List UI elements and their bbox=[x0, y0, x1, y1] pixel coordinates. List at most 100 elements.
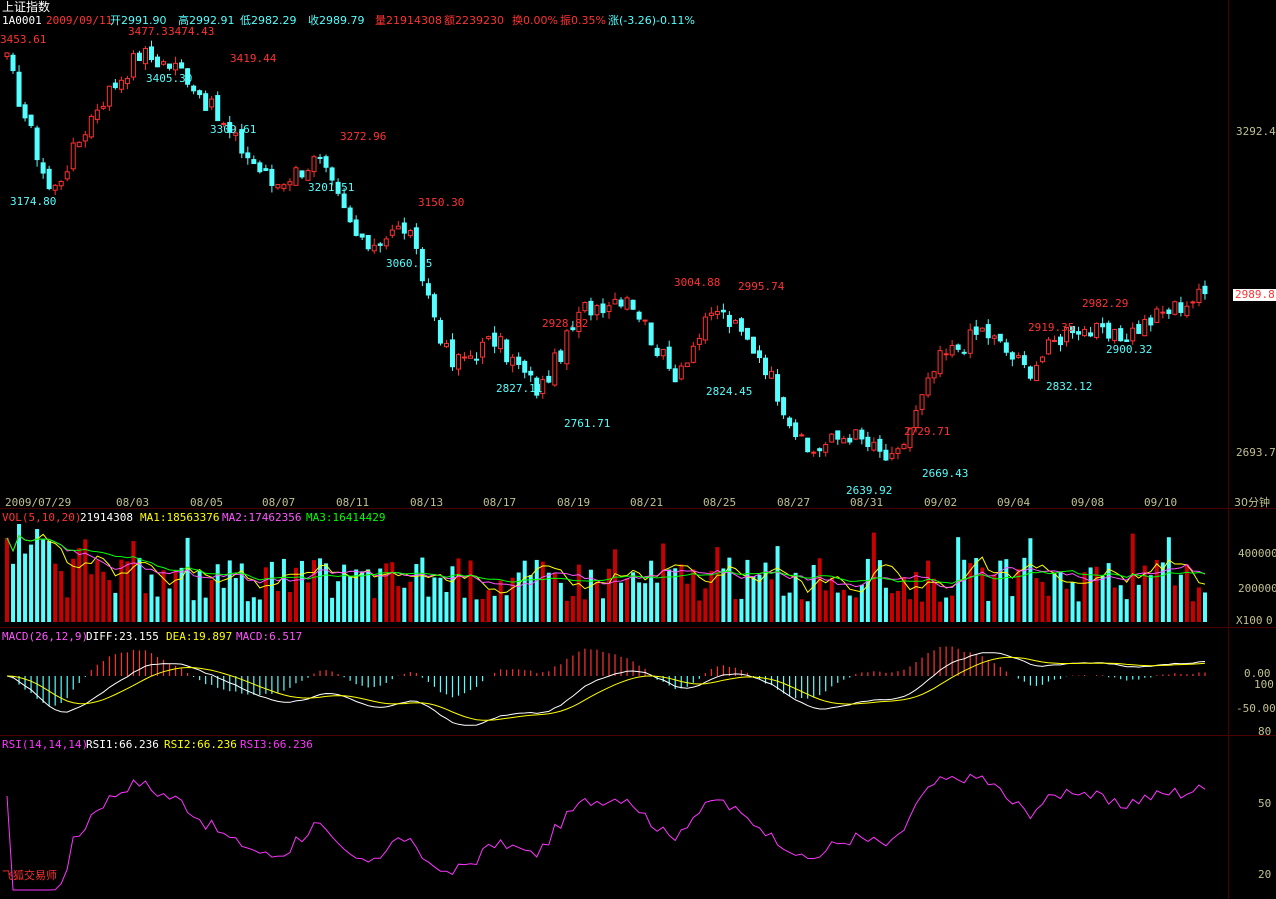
candle-up bbox=[287, 181, 293, 186]
price-low-label: 2669.43 bbox=[922, 467, 969, 480]
candle-down bbox=[413, 227, 419, 249]
volume-bar bbox=[673, 568, 678, 622]
candle-down bbox=[570, 327, 576, 331]
volume-bar bbox=[1064, 588, 1069, 622]
candle-up bbox=[967, 329, 973, 354]
index-code: 1A0001 bbox=[2, 14, 42, 27]
volume-bar bbox=[1052, 572, 1057, 622]
candle-up bbox=[678, 365, 684, 380]
candle-down bbox=[504, 339, 510, 363]
volume-bar bbox=[239, 563, 244, 622]
volume-bar bbox=[775, 546, 780, 622]
volume-bar bbox=[667, 569, 672, 622]
candle-down bbox=[636, 311, 642, 320]
candle-down bbox=[955, 344, 961, 350]
price-high-label: 2928.82 bbox=[542, 317, 589, 330]
volume-bar bbox=[155, 596, 160, 622]
price-low-label: 2639.92 bbox=[846, 484, 893, 497]
volume-bar bbox=[703, 588, 708, 622]
candle-down bbox=[419, 248, 425, 282]
candle-down bbox=[1076, 331, 1082, 335]
price-high-label: 2995.74 bbox=[738, 280, 785, 293]
candle-up bbox=[823, 444, 829, 453]
volume-bar bbox=[889, 593, 894, 622]
date-tick-label: 08/03 bbox=[116, 496, 150, 509]
vol-ma1-line bbox=[6, 533, 1206, 594]
candle-down bbox=[40, 162, 46, 174]
candle-down bbox=[148, 46, 154, 61]
candle-down bbox=[534, 377, 540, 396]
candlestick-chart bbox=[4, 40, 1208, 461]
candle-down bbox=[335, 181, 341, 194]
candle-up bbox=[901, 443, 907, 450]
volume-bar bbox=[594, 581, 599, 622]
volume-bar bbox=[1202, 592, 1207, 622]
candle-up bbox=[895, 448, 901, 454]
candle-up bbox=[510, 356, 516, 366]
candle-down bbox=[329, 167, 335, 181]
volume-bar bbox=[468, 560, 473, 622]
volume-bar bbox=[1034, 578, 1039, 622]
candle-down bbox=[28, 114, 34, 127]
volume-bar bbox=[992, 574, 997, 622]
volume-bar bbox=[643, 583, 648, 622]
candle-up bbox=[498, 336, 504, 350]
volume-bar bbox=[1130, 533, 1135, 622]
candle-down bbox=[359, 233, 365, 238]
volume-bar bbox=[817, 558, 822, 622]
volume-bar bbox=[691, 569, 696, 622]
volume-bar bbox=[649, 560, 654, 622]
candle-up bbox=[1112, 328, 1118, 341]
volume-bar bbox=[378, 568, 383, 622]
volume-bar bbox=[570, 596, 575, 622]
volume-bar bbox=[209, 580, 214, 622]
volume-bar bbox=[318, 558, 323, 622]
candle-up bbox=[889, 453, 895, 459]
candle-up bbox=[684, 362, 690, 368]
volume-bar bbox=[950, 595, 955, 622]
candle-down bbox=[136, 52, 142, 62]
volume-bar bbox=[1100, 575, 1105, 622]
volume-bar bbox=[859, 584, 864, 622]
volume-bar bbox=[631, 572, 636, 622]
candle-up bbox=[660, 348, 666, 357]
volume-bar bbox=[438, 577, 443, 622]
candle-down bbox=[654, 347, 660, 356]
candle-down bbox=[522, 360, 528, 373]
volume-panel-divider bbox=[0, 627, 1276, 628]
price-high-label: 2729.71 bbox=[904, 425, 951, 438]
volume-bar bbox=[727, 557, 732, 622]
candle-down bbox=[245, 152, 251, 159]
candle-down bbox=[34, 127, 40, 161]
candle-down bbox=[744, 327, 750, 340]
candle-up bbox=[70, 142, 76, 170]
volume-bar bbox=[733, 599, 738, 622]
volume-bar bbox=[1106, 563, 1111, 622]
candle-down bbox=[600, 303, 606, 314]
vol-ma2-line bbox=[6, 534, 1206, 589]
volume-bar bbox=[396, 586, 401, 622]
volume-bar bbox=[552, 572, 557, 622]
volume-bar bbox=[811, 564, 816, 622]
volume-bar bbox=[1142, 565, 1147, 622]
volume-chart bbox=[5, 524, 1207, 622]
date-tick-label: 08/27 bbox=[777, 496, 811, 509]
volume-bar bbox=[600, 598, 605, 622]
date-tick-label: 08/21 bbox=[630, 496, 664, 509]
candle-up bbox=[383, 238, 389, 247]
candle-down bbox=[817, 448, 823, 452]
candle-up bbox=[829, 433, 835, 443]
volume-bar bbox=[1136, 584, 1141, 622]
volume-bar bbox=[793, 572, 798, 622]
date-tick-label: 09/08 bbox=[1071, 496, 1105, 509]
price-high-label: 2919.35 bbox=[1028, 321, 1075, 334]
candle-up bbox=[58, 180, 64, 187]
volume-bar bbox=[1124, 599, 1129, 622]
volume-bar bbox=[625, 578, 630, 622]
candle-down bbox=[757, 350, 762, 359]
volume-bar bbox=[679, 564, 684, 622]
candle-down bbox=[1124, 339, 1130, 342]
volume-bar bbox=[895, 590, 900, 622]
candle-up bbox=[582, 302, 588, 312]
